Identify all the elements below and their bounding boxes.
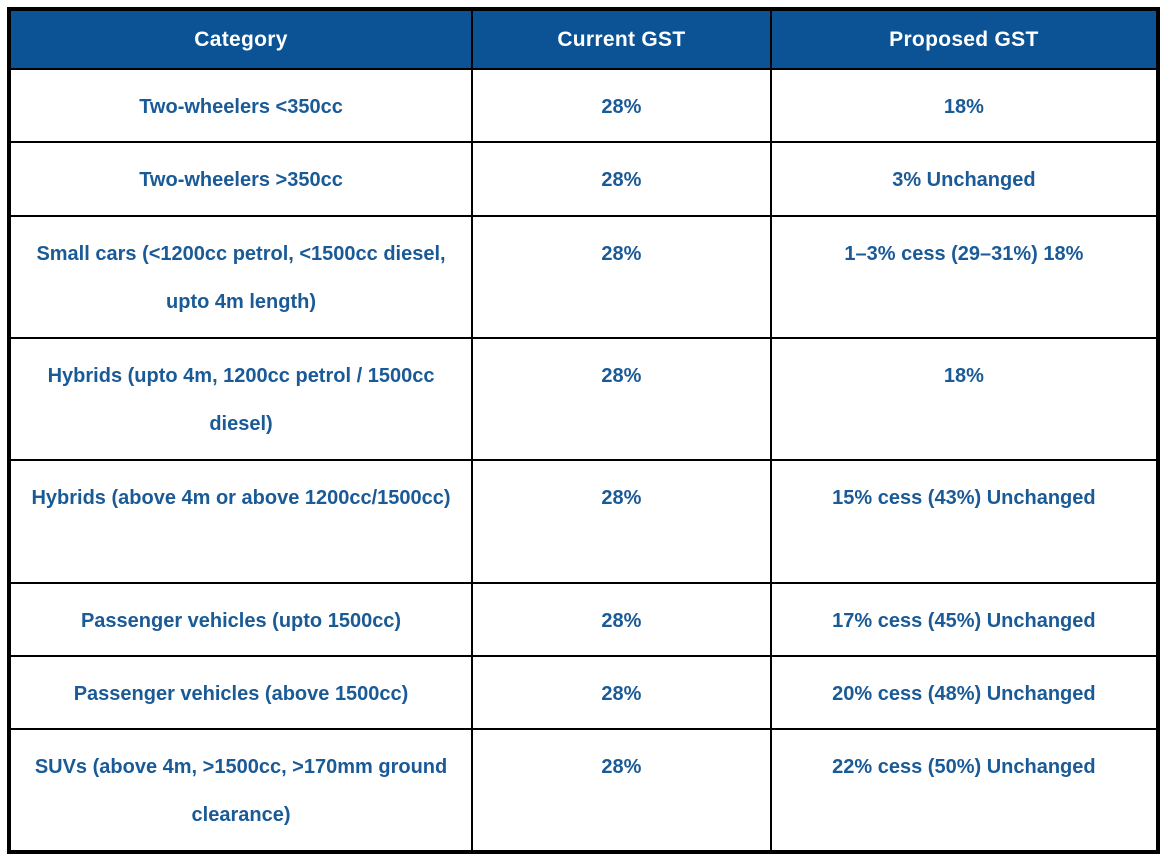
category-cell: Hybrids (upto 4m, 1200cc petrol / 1500cc…	[7, 336, 474, 462]
proposed-gst-cell: 20% cess (48%) Unchanged	[769, 655, 1160, 731]
column-header-proposed-gst: Proposed GST	[769, 8, 1160, 70]
current-gst-cell: 28%	[471, 655, 772, 731]
current-gst-cell: 28%	[471, 728, 772, 853]
category-cell: Passenger vehicles (upto 1500cc)	[7, 581, 474, 658]
category-cell: Small cars (<1200cc petrol, <1500cc dies…	[7, 214, 474, 340]
table-row: Small cars (<1200cc petrol, <1500cc dies…	[7, 214, 1160, 340]
gst-rates-table: Category Current GST Proposed GST Two-wh…	[7, 7, 1160, 854]
table-row: Two-wheelers <350cc 28% 18%	[7, 67, 1160, 144]
table-row: Hybrids (above 4m or above 1200cc/1500cc…	[7, 459, 1160, 584]
proposed-gst-cell: 15% cess (43%) Unchanged	[769, 459, 1160, 584]
category-cell: SUVs (above 4m, >1500cc, >170mm ground c…	[7, 728, 474, 853]
header-row: Category Current GST Proposed GST	[7, 8, 1160, 70]
column-header-category: Category	[7, 8, 474, 70]
current-gst-cell: 28%	[471, 67, 772, 144]
table-row: Passenger vehicles (above 1500cc) 28% 20% …	[7, 655, 1160, 731]
current-gst-cell: 28%	[471, 141, 772, 217]
proposed-gst-cell: 3% Unchanged	[769, 141, 1160, 217]
column-header-current-gst: Current GST	[471, 8, 772, 70]
table-body: Two-wheelers <350cc 28% 18% Two-wheelers >3…	[7, 67, 1160, 853]
table-row: Passenger vehicles (upto 1500cc) 28% 17% c…	[7, 581, 1160, 658]
proposed-gst-cell: 17% cess (45%) Unchanged	[769, 581, 1160, 658]
current-gst-cell: 28%	[471, 581, 772, 658]
proposed-gst-cell: 18%	[769, 67, 1160, 144]
proposed-gst-cell: 1–3% cess (29–31%) 18%	[769, 214, 1160, 340]
proposed-gst-cell: 22% cess (50%) Unchanged	[769, 728, 1160, 853]
table-row: Hybrids (upto 4m, 1200cc petrol / 1500cc…	[7, 336, 1160, 462]
proposed-gst-cell: 18%	[769, 336, 1160, 462]
category-cell: Passenger vehicles (above 1500cc)	[7, 655, 474, 731]
current-gst-cell: 28%	[471, 459, 772, 584]
current-gst-cell: 28%	[471, 214, 772, 340]
table-row: SUVs (above 4m, >1500cc, >170mm ground c…	[7, 728, 1160, 853]
current-gst-cell: 28%	[471, 336, 772, 462]
category-cell: Hybrids (above 4m or above 1200cc/1500cc…	[7, 459, 474, 584]
table-row: Two-wheelers >350cc 28% 3% Unchanged	[7, 141, 1160, 217]
category-cell: Two-wheelers <350cc	[7, 67, 474, 144]
category-cell: Two-wheelers >350cc	[7, 141, 474, 217]
